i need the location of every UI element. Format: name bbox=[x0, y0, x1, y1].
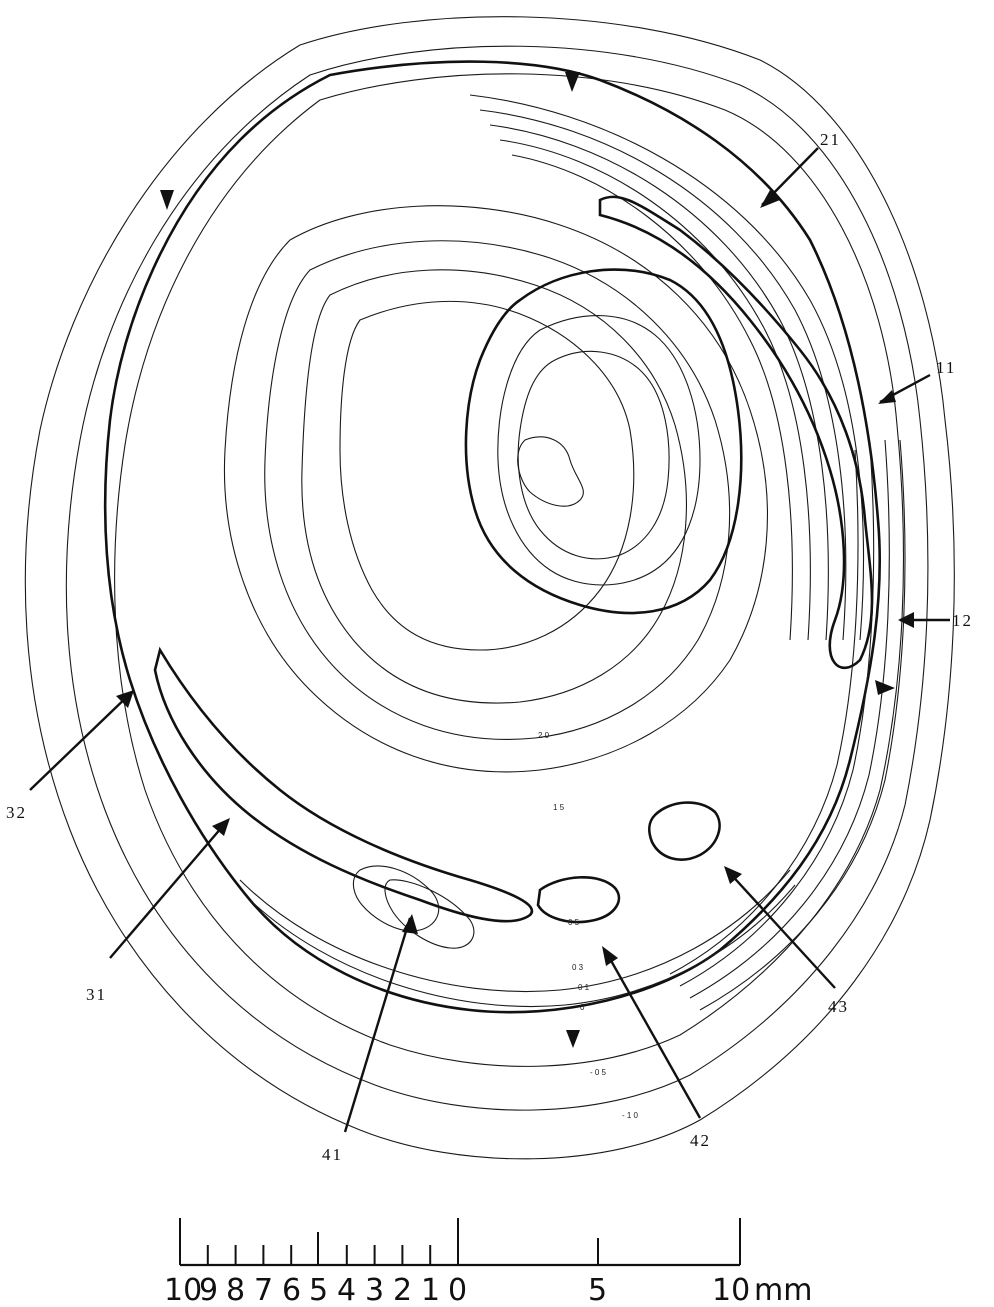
scale-label-3: 3 bbox=[365, 1273, 384, 1307]
scale-minor-ticks bbox=[206, 1245, 432, 1265]
scale-label-8: 8 bbox=[226, 1273, 245, 1307]
scale-label-5: 5 bbox=[309, 1273, 328, 1307]
contour-label-0: 0 bbox=[580, 1003, 585, 1012]
scale-label-4: 4 bbox=[337, 1273, 356, 1307]
flank-line-5 bbox=[511, 154, 793, 641]
inner-contours bbox=[223, 205, 768, 773]
callout-line-41 bbox=[343, 917, 412, 1133]
callout-arrowhead-11 bbox=[878, 390, 896, 404]
scale-label-2: 2 bbox=[393, 1273, 412, 1307]
core-ring-2 bbox=[517, 350, 670, 560]
core-ring-1 bbox=[497, 315, 701, 586]
lower-bold-band bbox=[153, 646, 534, 923]
contour-label-20: 2 0 bbox=[538, 731, 550, 740]
callout-arrowhead-12 bbox=[898, 612, 914, 628]
callout-line-42 bbox=[603, 949, 702, 1119]
callout-arrowhead-21 bbox=[760, 190, 780, 208]
flank-bold-boundary bbox=[598, 195, 874, 670]
scale-label-6: 6 bbox=[282, 1273, 301, 1307]
callout-arrowhead-41 bbox=[402, 914, 418, 934]
lobe-b bbox=[384, 879, 475, 949]
flank-line-9 bbox=[669, 449, 859, 975]
callout-arrowhead-32 bbox=[116, 690, 134, 708]
scale-label-1: 1 bbox=[421, 1273, 440, 1307]
scale-bar: 10 9 8 7 6 5 4 3 2 1 0 5 10 mm bbox=[164, 1218, 812, 1307]
core-center bbox=[517, 436, 584, 507]
contour-outermost bbox=[24, 16, 955, 1160]
callout-label-43: 43 bbox=[828, 997, 849, 1016]
callout-label-42: 42 bbox=[690, 1131, 711, 1150]
flank-line-4 bbox=[499, 139, 811, 641]
scale-label-mid: 5 bbox=[588, 1273, 607, 1307]
arrowhead-right bbox=[875, 680, 895, 695]
scale-label-end: 10 bbox=[712, 1273, 750, 1307]
inner-ring-1 bbox=[223, 205, 768, 773]
contour-label-03: 0 3 bbox=[572, 963, 584, 972]
scale-label-9: 9 bbox=[199, 1273, 218, 1307]
core-boundary bbox=[464, 268, 743, 615]
arrowhead-upper-left bbox=[160, 190, 174, 210]
right-flank-contours bbox=[469, 94, 906, 1011]
flank-line-1 bbox=[469, 94, 865, 641]
scale-label-10: 10 bbox=[164, 1273, 202, 1307]
arrowhead-bottom bbox=[566, 1030, 580, 1048]
lower-features bbox=[153, 646, 796, 1008]
flank-line-2 bbox=[479, 109, 847, 641]
scale-label-7: 7 bbox=[254, 1273, 273, 1307]
inner-ring-4 bbox=[339, 300, 635, 651]
contour-ring-2 bbox=[65, 45, 929, 1111]
lower-contour-1 bbox=[239, 869, 791, 993]
contour-value-labels: 2 0 1 5 - 0 5 - 1 0 0 5 0 3 0 1 0 bbox=[538, 731, 639, 1120]
callout-line-43 bbox=[726, 869, 836, 989]
contour-ring-3 bbox=[114, 73, 905, 1067]
contour-boundary-bold bbox=[103, 60, 882, 1014]
flank-line-7 bbox=[689, 439, 890, 999]
callout-arrowhead-43 bbox=[724, 866, 742, 884]
callout-label-31: 31 bbox=[86, 985, 107, 1004]
callouts: 21 11 12 32 31 41 42 43 bbox=[6, 130, 973, 1164]
callout-arrowhead-42 bbox=[602, 946, 618, 966]
contour-label-15: 1 5 bbox=[553, 803, 565, 812]
inner-ring-2 bbox=[264, 240, 731, 740]
contour-label-01: 0 1 bbox=[578, 983, 590, 992]
callout-label-32: 32 bbox=[6, 803, 27, 822]
callout-label-12: 12 bbox=[952, 611, 973, 630]
flank-line-6 bbox=[699, 439, 906, 1011]
scale-unit: mm bbox=[754, 1273, 812, 1307]
contour-label-neg10: - 1 0 bbox=[622, 1111, 639, 1120]
outer-contours bbox=[24, 16, 955, 1160]
lobe-42 bbox=[536, 876, 621, 924]
inner-ring-3 bbox=[301, 269, 687, 704]
contour-label-05: 0 5 bbox=[568, 918, 580, 927]
callout-label-41: 41 bbox=[322, 1145, 343, 1164]
callout-line-32 bbox=[29, 691, 133, 791]
lobe-43 bbox=[648, 801, 721, 861]
arrowhead-top bbox=[565, 72, 580, 92]
contour-label-neg05: - 0 5 bbox=[590, 1068, 607, 1077]
callout-line-31 bbox=[109, 819, 229, 959]
callout-label-11: 11 bbox=[936, 358, 956, 377]
callout-label-21: 21 bbox=[820, 130, 841, 149]
flank-line-8 bbox=[679, 444, 875, 987]
flank-line-3 bbox=[489, 124, 829, 641]
scale-label-0: 0 bbox=[448, 1273, 467, 1307]
lower-contour-2 bbox=[249, 884, 796, 1008]
callout-arrowhead-31 bbox=[212, 818, 230, 836]
lobe-a bbox=[352, 865, 440, 932]
arrowheads bbox=[160, 72, 895, 1048]
